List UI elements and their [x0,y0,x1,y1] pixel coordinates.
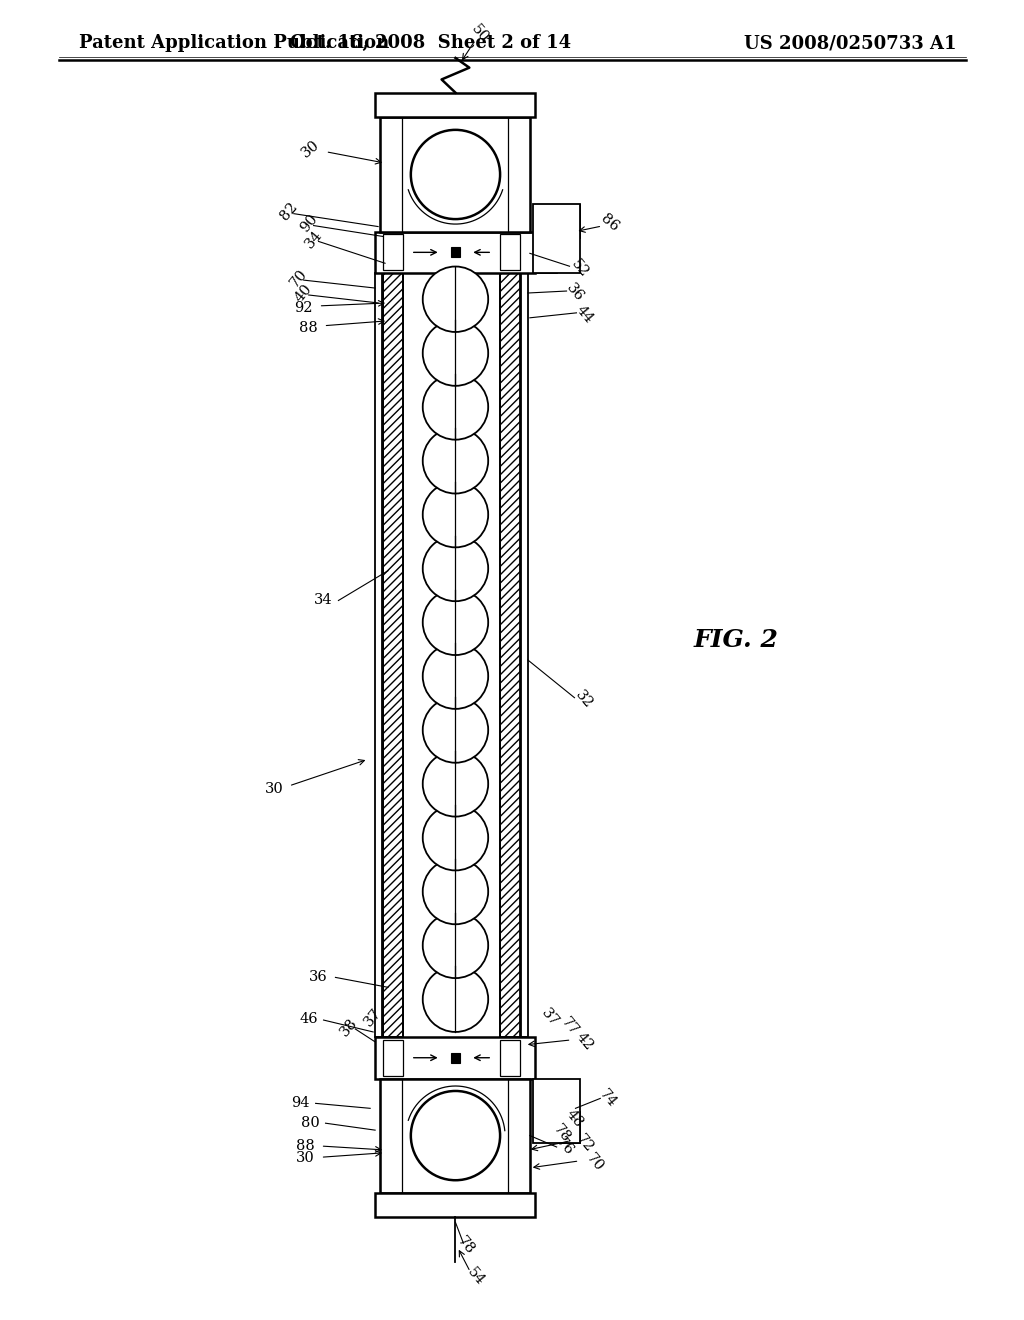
Circle shape [423,643,488,709]
Text: 76: 76 [553,1135,575,1159]
Polygon shape [451,1053,461,1063]
Circle shape [423,912,488,978]
Text: 34: 34 [314,594,333,607]
Circle shape [423,697,488,763]
Text: 94: 94 [292,1097,310,1110]
Text: 70: 70 [288,267,310,290]
Polygon shape [451,247,461,257]
Polygon shape [521,273,527,1038]
Text: 78: 78 [454,1234,477,1257]
Circle shape [423,321,488,385]
Text: 40: 40 [293,281,315,305]
Text: 36: 36 [309,970,328,985]
Circle shape [423,859,488,924]
Circle shape [423,267,488,331]
Text: 37: 37 [361,1006,384,1028]
Text: 36: 36 [563,281,586,305]
Text: 48: 48 [563,1106,586,1130]
Text: 37: 37 [539,1006,561,1028]
Text: 50: 50 [469,21,492,45]
Text: 30: 30 [299,139,323,161]
Circle shape [423,374,488,440]
Polygon shape [380,117,529,231]
Circle shape [411,1090,500,1180]
Polygon shape [380,1078,529,1193]
Polygon shape [375,92,535,117]
Text: 46: 46 [299,1012,318,1026]
Text: 30: 30 [264,781,284,796]
Text: 72: 72 [573,1131,596,1155]
Polygon shape [375,1038,535,1078]
Text: 44: 44 [573,304,596,326]
Text: 88: 88 [299,321,318,335]
Text: 78: 78 [550,1122,573,1144]
Text: Patent Application Publication: Patent Application Publication [79,34,389,51]
Text: 90: 90 [297,213,321,235]
Text: 32: 32 [573,688,596,711]
Text: 42: 42 [573,1031,596,1053]
Polygon shape [375,1193,535,1217]
Circle shape [423,966,488,1032]
Text: US 2008/0250733 A1: US 2008/0250733 A1 [743,34,956,51]
Polygon shape [375,273,382,1038]
Polygon shape [375,231,535,273]
Text: 77: 77 [558,1015,581,1039]
Text: 92: 92 [295,301,313,315]
Polygon shape [532,203,581,273]
Text: 38: 38 [337,1015,359,1039]
Text: 34: 34 [302,228,325,251]
Text: 80: 80 [301,1117,321,1130]
Text: 54: 54 [464,1266,486,1288]
Circle shape [423,482,488,548]
Circle shape [423,751,488,817]
Circle shape [423,805,488,870]
Circle shape [423,428,488,494]
Text: 86: 86 [598,211,622,235]
Text: Oct. 16, 2008  Sheet 2 of 14: Oct. 16, 2008 Sheet 2 of 14 [290,34,571,51]
Text: 70: 70 [583,1151,605,1175]
Circle shape [423,536,488,601]
Text: 52: 52 [568,256,591,280]
Circle shape [411,129,500,219]
Text: 30: 30 [296,1151,315,1166]
Text: 88: 88 [296,1139,315,1152]
Text: 74: 74 [597,1086,620,1110]
Polygon shape [532,1078,581,1143]
Circle shape [423,590,488,655]
Text: FIG. 2: FIG. 2 [693,628,778,652]
Text: 82: 82 [278,201,300,223]
